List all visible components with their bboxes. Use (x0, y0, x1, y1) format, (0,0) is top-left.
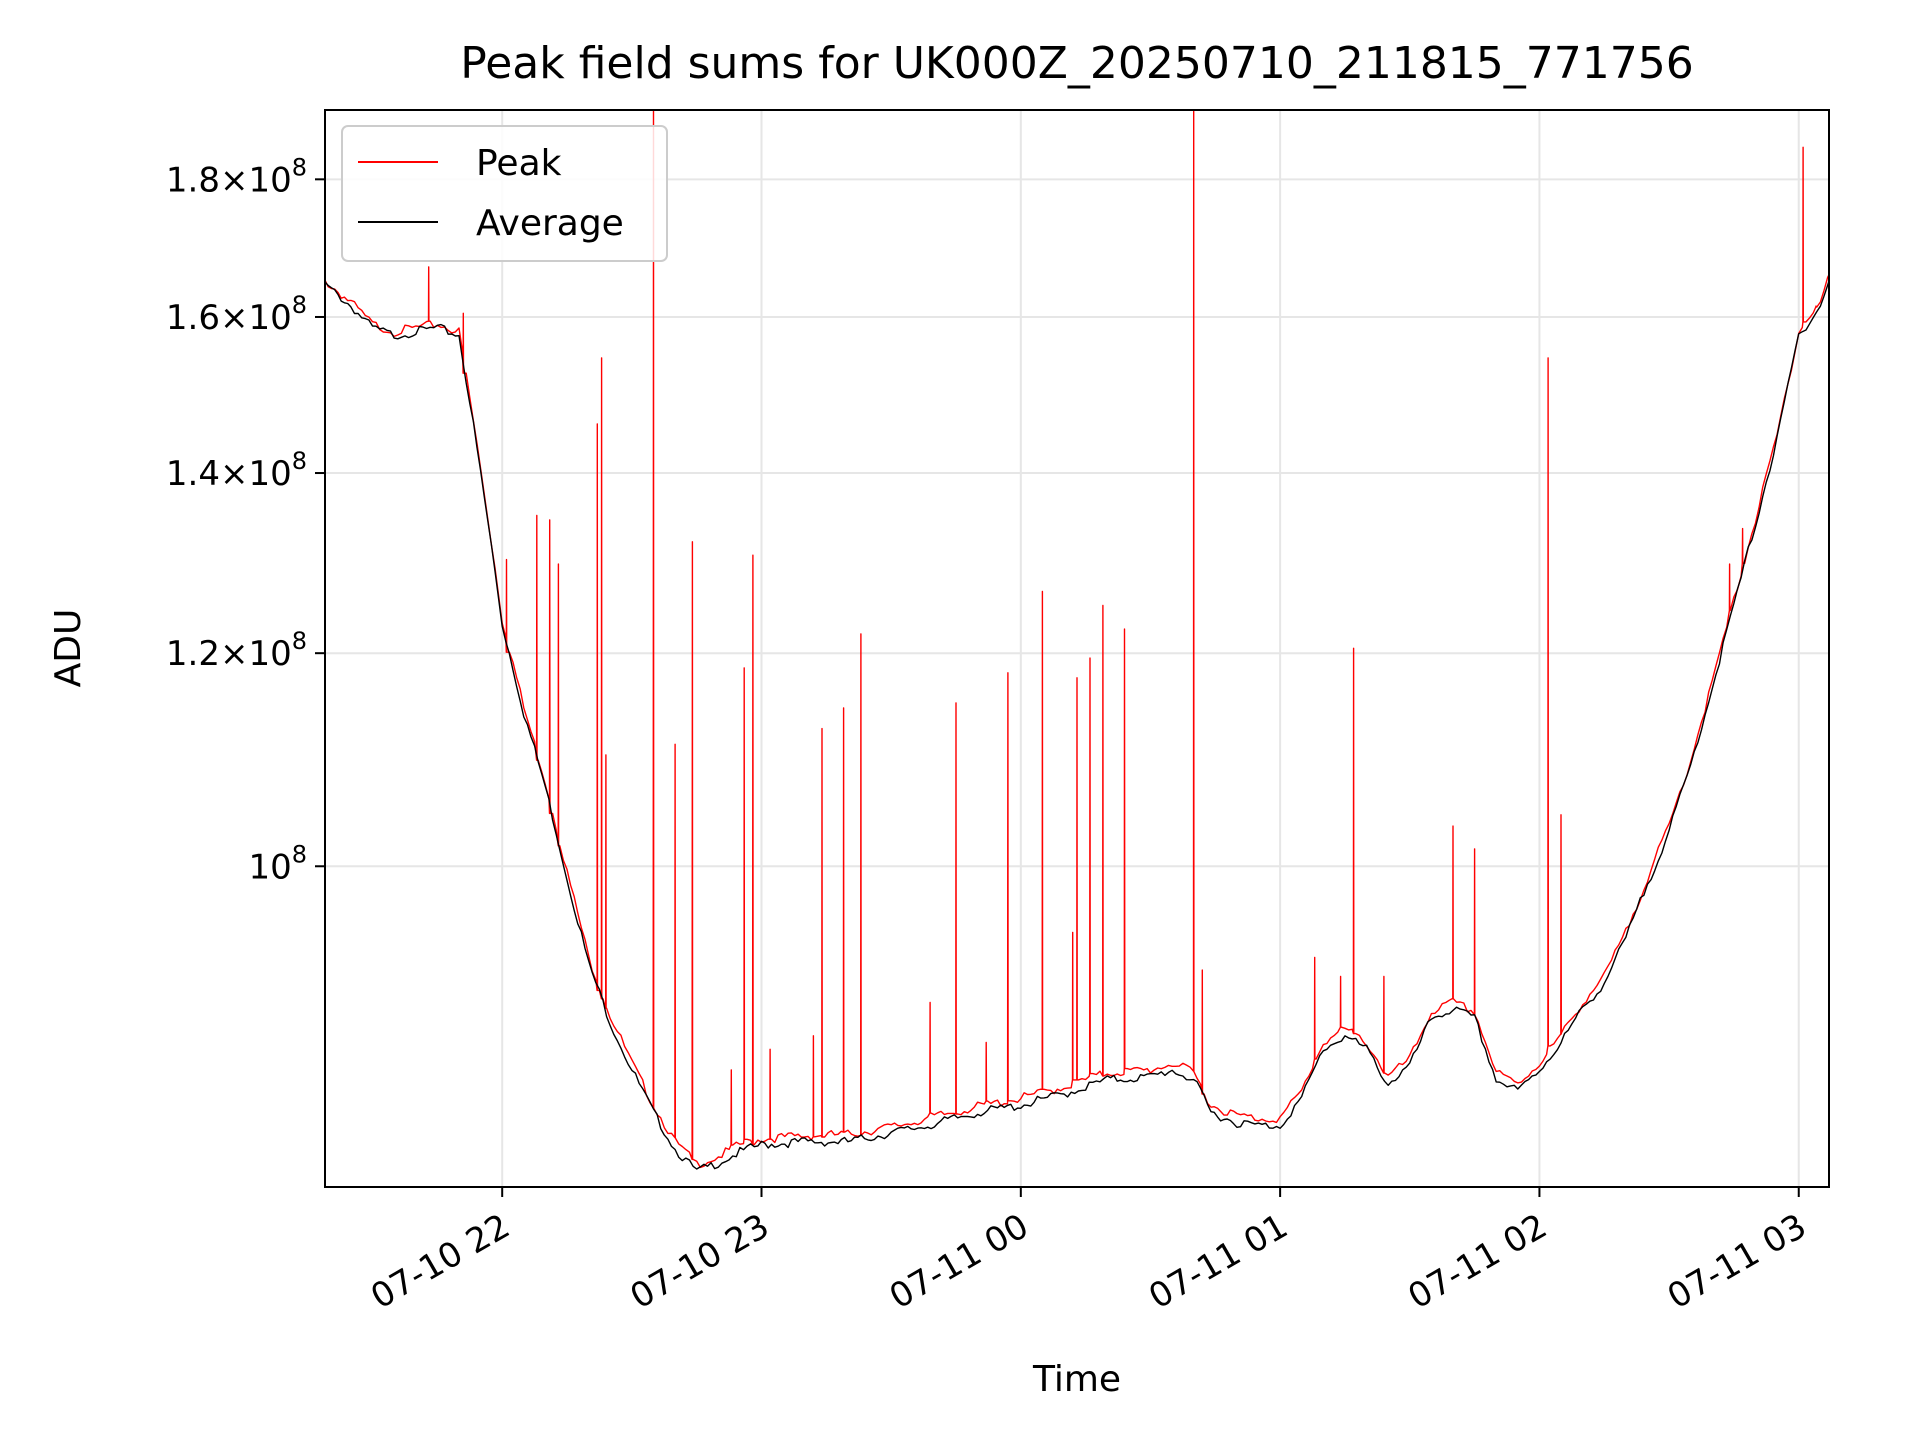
legend-average-label: Average (476, 203, 624, 244)
y-tick-base: 10 (248, 160, 291, 200)
y-tick-label: 1.2×108 (166, 627, 307, 674)
legend-peak-label: Peak (476, 143, 562, 184)
y-tick-label: 108 (248, 840, 307, 887)
series-layer (325, 110, 1829, 1170)
y-tick-exponent: 8 (292, 153, 307, 181)
y-tick-base: 10 (248, 454, 291, 494)
y-tick-label: 1.4×108 (166, 447, 307, 494)
y-tick-mantissa: 1.4× (166, 454, 249, 494)
x-axis-label: Time (1032, 1359, 1121, 1400)
y-tick-exponent: 8 (292, 447, 307, 475)
series-line-average (325, 278, 1829, 1170)
y-tick-mantissa: 1.2× (166, 634, 249, 674)
y-tick-exponent: 8 (292, 627, 307, 655)
y-tick-exponent: 8 (292, 840, 307, 868)
plot-frame (324, 109, 1830, 1188)
y-tick-base: 10 (248, 847, 291, 887)
legend: Peak Average (341, 125, 668, 262)
y-tick-label: 1.8×108 (166, 153, 307, 200)
y-tick-label: 1.6×108 (166, 291, 307, 338)
y-axis-label: ADU (48, 609, 89, 688)
y-tick-mantissa: 1.8× (166, 160, 249, 200)
y-tick-base: 10 (248, 298, 291, 338)
y-tick-exponent: 8 (292, 291, 307, 319)
y-tick-mantissa: 1.6× (166, 298, 249, 338)
series-line-peak (325, 110, 1829, 1169)
chart-title: Peak field sums for UK000Z_20250710_2118… (460, 38, 1694, 89)
legend-box (341, 125, 668, 262)
y-tick-base: 10 (248, 634, 291, 674)
series-group (325, 110, 1829, 1170)
